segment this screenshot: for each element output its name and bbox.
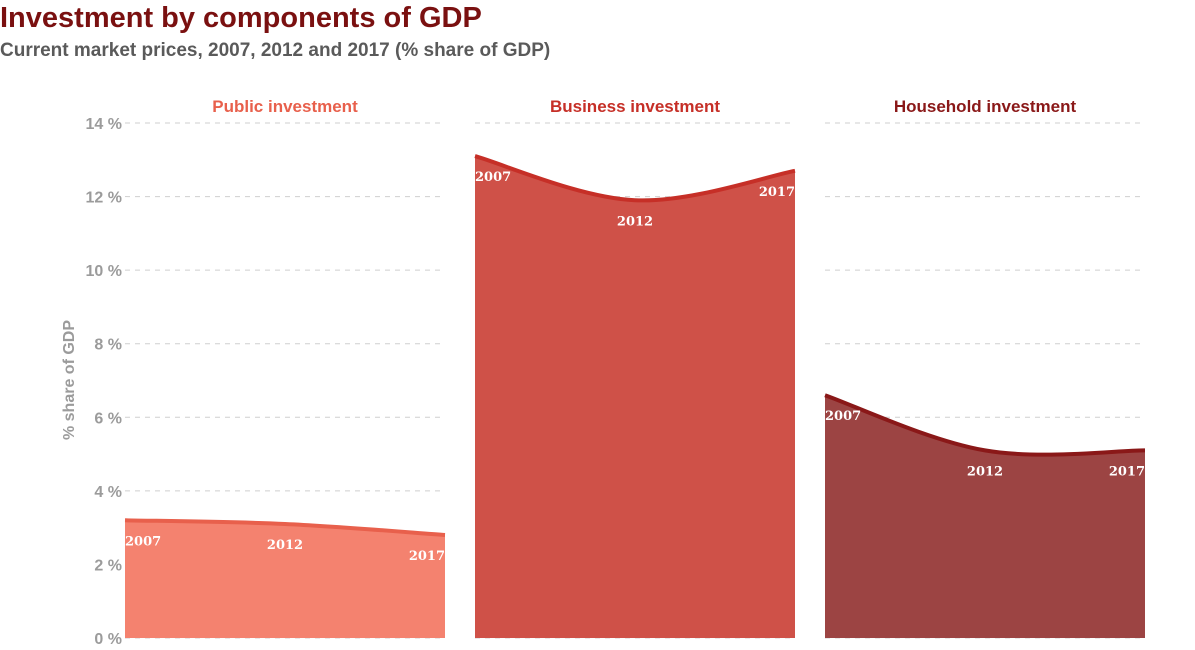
area-fill — [475, 156, 795, 638]
area-line — [824, 393, 1146, 457]
panel: Business investment 2007 2012 2017 — [474, 97, 796, 638]
area-fill — [825, 395, 1145, 638]
panel: Household investment 2007 2012 2017 — [824, 97, 1146, 638]
y-tick-label: 8 % — [94, 337, 122, 354]
y-tick-label: 12 % — [86, 190, 122, 207]
area-line — [474, 154, 796, 203]
chart-title: Investment by components of GDP — [0, 2, 482, 34]
year-label: 2007 — [825, 409, 861, 424]
y-axis-label: % share of GDP — [61, 320, 78, 440]
year-label: 2007 — [475, 170, 511, 185]
y-tick-label: 0 % — [94, 631, 122, 648]
panel-title: Household investment — [894, 97, 1077, 116]
panel: Public investment 2007 2012 2017 — [124, 97, 446, 638]
year-label: 2012 — [967, 464, 1003, 479]
y-tick-label: 2 % — [94, 557, 122, 574]
chart-subtitle: Current market prices, 2007, 2012 and 20… — [0, 40, 551, 61]
area-line — [124, 518, 446, 537]
year-label: 2012 — [617, 214, 653, 229]
year-label: 2017 — [1109, 464, 1145, 479]
y-tick-label: 6 % — [94, 410, 122, 427]
y-axis: 0 % 2 % 4 % 6 % 8 % 10 % 12 % 14 % — [86, 116, 122, 648]
area-fill — [125, 520, 445, 638]
y-tick-label: 10 % — [86, 263, 122, 280]
year-label: 2012 — [267, 538, 303, 553]
year-label: 2007 — [125, 534, 161, 549]
panel-title: Public investment — [212, 97, 358, 116]
y-tick-label: 14 % — [86, 116, 122, 133]
y-tick-label: 4 % — [94, 484, 122, 501]
year-label: 2017 — [759, 185, 795, 200]
panel-title: Business investment — [550, 97, 720, 116]
year-label: 2017 — [409, 549, 445, 564]
